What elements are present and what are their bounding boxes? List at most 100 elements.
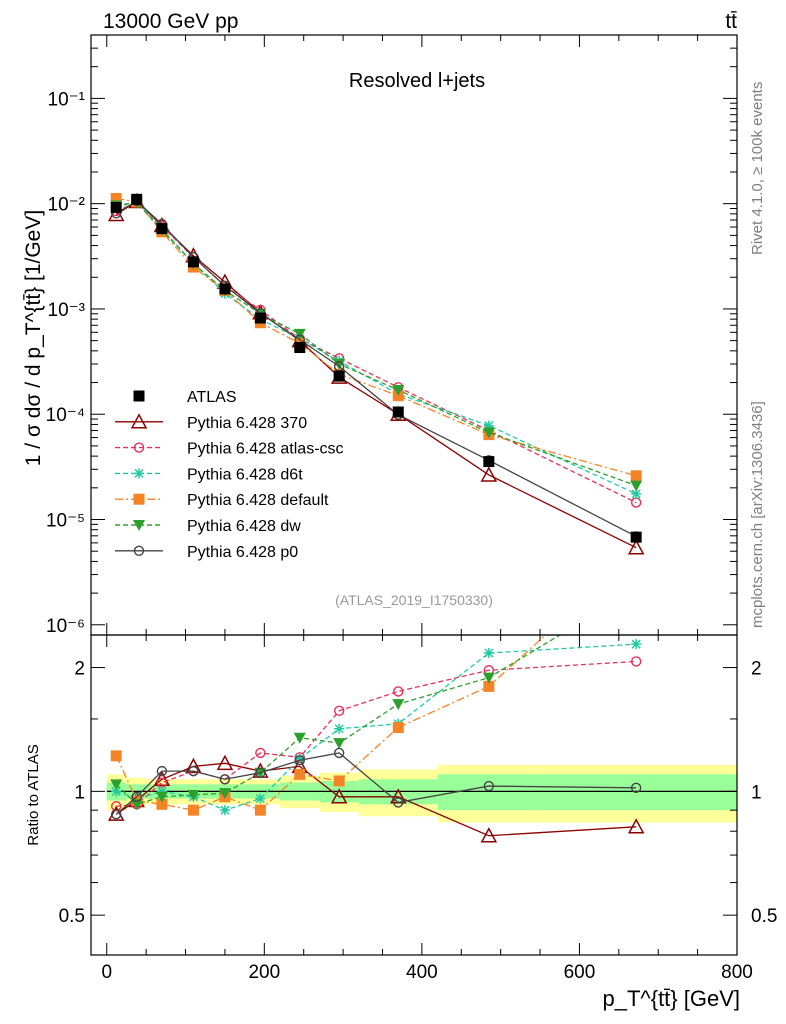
ratio-point-pythia-6-428-370	[627, 818, 645, 834]
ratio-point-pythia-6-428-370	[185, 757, 202, 774]
ratio-y-tick-label-left: 1	[74, 782, 85, 803]
ratio-y-tick-label-left: 0.5	[59, 906, 85, 927]
ratio-point-pythia-6-428-default	[254, 804, 266, 816]
ratio-point-pythia-6-428-p0	[111, 808, 122, 820]
main-y-tick-label: 10⁻⁵	[46, 511, 85, 532]
ratio-point-pythia-6-428-p0	[219, 774, 231, 785]
main-point-atlas	[156, 223, 168, 235]
ratio-point-pythia-6-428-dw	[155, 791, 168, 803]
ratio-point-pythia-6-428-default	[110, 750, 122, 762]
ratio-point-pythia-6-428-p0	[131, 791, 142, 802]
main-point-pythia-6-428-dw	[630, 480, 643, 492]
main-point-atlas	[254, 312, 266, 324]
ratio-point-pythia-6-428-d6t	[334, 723, 345, 734]
legend-marker-pythia-6-428-p0	[133, 545, 145, 556]
ratio-y-tick-label-right: 1	[751, 782, 762, 803]
main-line-pythia-6-428-default	[116, 197, 637, 477]
legend-label-pythia-6-428-p0: Pythia 6.428 p0	[187, 544, 298, 561]
main-point-pythia-6-428-d6t	[483, 420, 494, 431]
main-point-pythia-6-428-default	[110, 192, 122, 204]
ratio-point-pythia-6-428-370	[153, 770, 171, 787]
ratio-point-pythia-6-428-atlas-csc	[630, 656, 642, 667]
main-y-tick-label: 10⁻¹	[48, 89, 86, 110]
ratio-point-pythia-6-428-p0	[188, 765, 199, 777]
ratio-point-pythia-6-428-default	[483, 680, 495, 692]
main-y-axis-label: 1 / σ dσ / d p_T^{tt̄} [1/GeV]	[22, 210, 45, 466]
main-point-atlas	[294, 342, 306, 354]
ratio-line-pythia-6-428-d6t	[115, 643, 637, 811]
legend-marker-atlas	[133, 390, 145, 402]
legend-marker-pythia-6-428-default	[133, 493, 145, 505]
ratio-point-pythia-6-428-p0	[393, 797, 404, 808]
ratio-point-pythia-6-428-atlas-csc	[333, 705, 345, 716]
ratio-point-pythia-6-428-d6t	[631, 639, 642, 650]
main-point-atlas	[483, 456, 495, 468]
x-tick-label: 600	[564, 962, 596, 983]
ratio-point-pythia-6-428-default	[156, 798, 168, 810]
main-point-pythia-6-428-dw	[392, 384, 405, 396]
main-point-pythia-6-428-370	[627, 539, 645, 555]
ratio-point-pythia-6-428-dw	[630, 584, 642, 595]
legend-label-pythia-6-428-default: Pythia 6.428 default	[187, 492, 329, 509]
ratio-point-pythia-6-428-default	[392, 721, 404, 733]
ratio-point-pythia-6-428-d6t	[111, 786, 122, 797]
ratio-line-pythia-6-428-atlas-csc	[116, 660, 637, 807]
legend-label-pythia-6-428-dw: Pythia 6.428 dw	[187, 518, 301, 535]
ratio-point-pythia-6-428-atlas-csc	[111, 801, 122, 812]
legend-label-atlas: ATLAS	[187, 389, 237, 406]
ratio-point-pythia-6-428-dw	[130, 799, 143, 811]
main-point-atlas	[219, 283, 231, 295]
ratio-point-pythia-6-428-d6t	[156, 786, 167, 797]
legend-label-pythia-6-428-370: Pythia 6.428 370	[187, 415, 307, 432]
ratio-point-pythia-6-428-dw	[110, 779, 123, 791]
ratio-point-pythia-6-428-p0	[630, 782, 642, 794]
ratio-point-pythia-6-428-p0	[294, 755, 305, 766]
ratio-point-pythia-6-428-d6t	[483, 647, 494, 658]
ratio-point-pythia-6-428-p0	[156, 765, 168, 777]
ratio-point-pythia-6-428-p0	[255, 767, 266, 778]
ratio-point-pythia-6-428-d6t	[294, 753, 305, 764]
x-tick-label: 800	[721, 962, 753, 983]
ratio-point-pythia-6-428-default	[333, 775, 345, 787]
ratio-y-tick-label-left: 2	[74, 659, 85, 680]
main-point-atlas	[392, 406, 404, 418]
ratio-point-pythia-6-428-dw	[187, 789, 200, 801]
ratio-point-pythia-6-428-dw	[218, 788, 231, 800]
ratio-point-pythia-6-428-p0	[483, 780, 495, 792]
legend-label-pythia-6-428-atlas-csc: Pythia 6.428 atlas-csc	[187, 441, 344, 458]
main-point-atlas	[131, 193, 143, 205]
ratio-point-pythia-6-428-370	[107, 805, 125, 821]
ratio-point-pythia-6-428-dw	[333, 738, 346, 750]
ratio-y-axis-label: Ratio to ATLAS	[25, 744, 42, 845]
rivet-version-label: Rivet 4.1.0, ≥ 100k events	[749, 82, 766, 255]
main-y-tick-label: 10⁻²	[48, 195, 86, 216]
main-point-atlas	[630, 531, 642, 543]
x-tick-label: 400	[406, 962, 438, 983]
ratio-panel: 0.5 0.5 1 1 2 2 0 200 400 600 800 Ratio to ATLAS p…	[25, 584, 777, 1011]
mcplots-label: mcplots.cern.ch [arXiv:1306.3436]	[749, 401, 766, 628]
ratio-point-pythia-6-428-p0	[333, 747, 345, 759]
ratio-point-pythia-6-428-370	[480, 827, 498, 843]
main-point-pythia-6-428-d6t	[631, 488, 642, 499]
main-point-pythia-6-428-dw	[482, 427, 495, 439]
ratio-line-pythia-6-428-dw	[115, 635, 562, 806]
ratio-point-pythia-6-428-atlas-csc	[393, 686, 404, 697]
legend-label-pythia-6-428-d6t: Pythia 6.428 d6t	[187, 466, 303, 483]
main-point-pythia-6-428-dw	[293, 328, 306, 340]
x-axis-label: p_T^{tt̄} [GeV]	[602, 986, 740, 1011]
main-point-pythia-6-428-370	[480, 466, 498, 482]
ratio-point-pythia-6-428-370	[216, 754, 234, 771]
ratio-y-tick-label-right: 2	[751, 659, 762, 680]
main-title: Resolved l+jets	[349, 70, 485, 92]
main-point-pythia-6-428-dw	[333, 359, 346, 371]
ratio-point-pythia-6-428-dw	[293, 732, 306, 744]
legend-marker-pythia-6-428-d6t	[134, 468, 144, 479]
legend-marker-pythia-6-428-dw	[133, 520, 145, 531]
x-tick-label: 0	[101, 962, 112, 983]
header-left: 13000 GeV pp	[103, 10, 238, 33]
main-point-atlas	[110, 201, 122, 213]
header-right: tt̄	[725, 10, 737, 33]
ratio-point-pythia-6-428-default	[187, 804, 199, 816]
main-point-atlas	[187, 256, 199, 268]
